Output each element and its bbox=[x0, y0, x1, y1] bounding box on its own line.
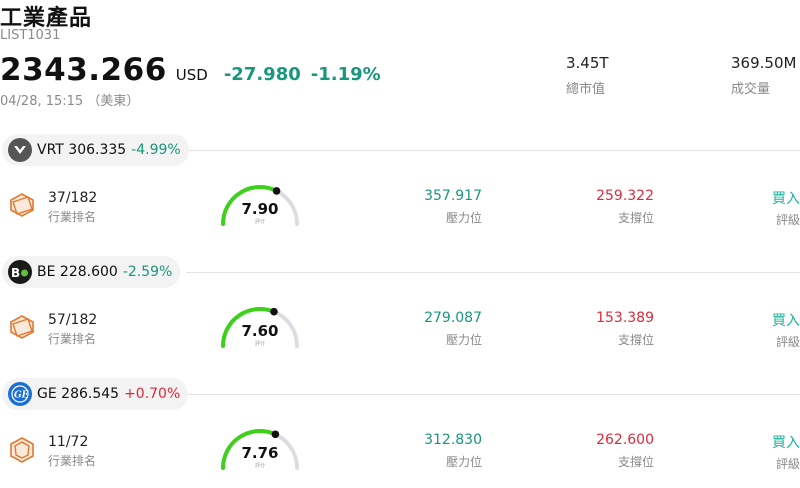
industry-rank-icon bbox=[10, 193, 34, 217]
score-label: 評分 bbox=[254, 219, 265, 225]
score-label: 評分 bbox=[254, 341, 265, 347]
industry-rank: 57/182 bbox=[48, 312, 98, 328]
market-cap-value: 3.45T bbox=[566, 54, 609, 72]
score-gauge bbox=[221, 185, 299, 226]
rating-label: 評級 bbox=[775, 335, 800, 349]
support-label: 支撐位 bbox=[617, 455, 654, 469]
currency-label: USD bbox=[175, 66, 208, 84]
rating-value[interactable]: 買入 bbox=[772, 313, 800, 329]
vrt-logo-icon bbox=[8, 138, 32, 162]
resistance-label: 壓力位 bbox=[445, 455, 482, 469]
score-value: 7.76 bbox=[241, 444, 279, 462]
volume-value: 369.50M bbox=[731, 54, 797, 72]
ge-logo-icon: GE bbox=[8, 382, 32, 406]
stock-symbol: GE bbox=[37, 386, 57, 402]
price-row: 2343.266 USD -27.980 -1.19% bbox=[0, 52, 381, 88]
resistance-label: 壓力位 bbox=[445, 333, 482, 347]
rating-value[interactable]: 買入 bbox=[772, 435, 800, 451]
stock-symbol: BE bbox=[37, 264, 56, 280]
industry-rank-label: 行業排名 bbox=[48, 454, 97, 468]
stock-change-pct: -2.59% bbox=[122, 264, 173, 280]
be-logo-icon: B bbox=[8, 260, 32, 284]
divider bbox=[186, 394, 800, 395]
industry-rank-icon bbox=[10, 315, 34, 339]
index-title: 工業產品 bbox=[0, 6, 93, 31]
stock-chip-vrt[interactable]: VRT 306.335 -4.99% bbox=[2, 134, 189, 166]
divider bbox=[186, 272, 800, 273]
support-label: 支撐位 bbox=[617, 211, 654, 225]
resistance-value: 312.830 bbox=[424, 432, 482, 448]
support-label: 支撐位 bbox=[617, 333, 654, 347]
score-label: 評分 bbox=[254, 463, 265, 469]
price-change: -27.980 bbox=[223, 64, 301, 85]
svg-text:B: B bbox=[11, 266, 20, 279]
resistance-value: 279.087 bbox=[424, 310, 482, 326]
resistance-value: 357.917 bbox=[424, 188, 482, 204]
score-gauge bbox=[221, 429, 299, 470]
volume-stat: 369.50M 成交量 bbox=[731, 54, 796, 97]
stock-change-pct: +0.70% bbox=[124, 386, 181, 402]
score-value: 7.60 bbox=[241, 322, 279, 340]
index-code: LIST1031 bbox=[0, 28, 61, 43]
market-cap-label: 總市值 bbox=[566, 82, 606, 97]
stock-price: 306.335 bbox=[68, 142, 127, 158]
industry-rank-label: 行業排名 bbox=[48, 332, 97, 346]
market-cap-stat: 3.45T 總市值 bbox=[566, 54, 609, 97]
industry-rank-icon bbox=[10, 437, 34, 463]
stock-symbol: VRT bbox=[37, 142, 64, 158]
stock-chip-ge[interactable]: GE GE 286.545 +0.70% bbox=[2, 378, 189, 410]
svg-text:GE: GE bbox=[14, 391, 29, 401]
rating-value[interactable]: 買入 bbox=[772, 191, 800, 207]
divider bbox=[186, 150, 800, 151]
resistance-label: 壓力位 bbox=[445, 211, 482, 225]
score-value: 7.90 bbox=[241, 200, 279, 218]
rating-label: 評級 bbox=[775, 457, 800, 471]
volume-label: 成交量 bbox=[731, 82, 771, 97]
industry-rank-label: 行業排名 bbox=[48, 210, 97, 224]
industry-rank: 11/72 bbox=[48, 434, 89, 450]
price-change-pct: -1.19% bbox=[310, 64, 381, 85]
stock-chip-be[interactable]: B BE 228.600 -2.59% bbox=[2, 256, 181, 288]
stock-change-pct: -4.99% bbox=[131, 142, 181, 158]
index-price: 2343.266 bbox=[0, 52, 167, 88]
score-gauge bbox=[221, 307, 299, 348]
support-value: 262.600 bbox=[596, 432, 654, 448]
rating-label: 評級 bbox=[775, 213, 800, 227]
industry-rank: 37/182 bbox=[48, 190, 98, 206]
support-value: 259.322 bbox=[596, 188, 654, 204]
quote-time: 04/28, 15:15 （美東） bbox=[0, 94, 140, 109]
stock-price: 286.545 bbox=[61, 386, 120, 402]
support-value: 153.389 bbox=[596, 310, 654, 326]
stock-price: 228.600 bbox=[59, 264, 118, 280]
